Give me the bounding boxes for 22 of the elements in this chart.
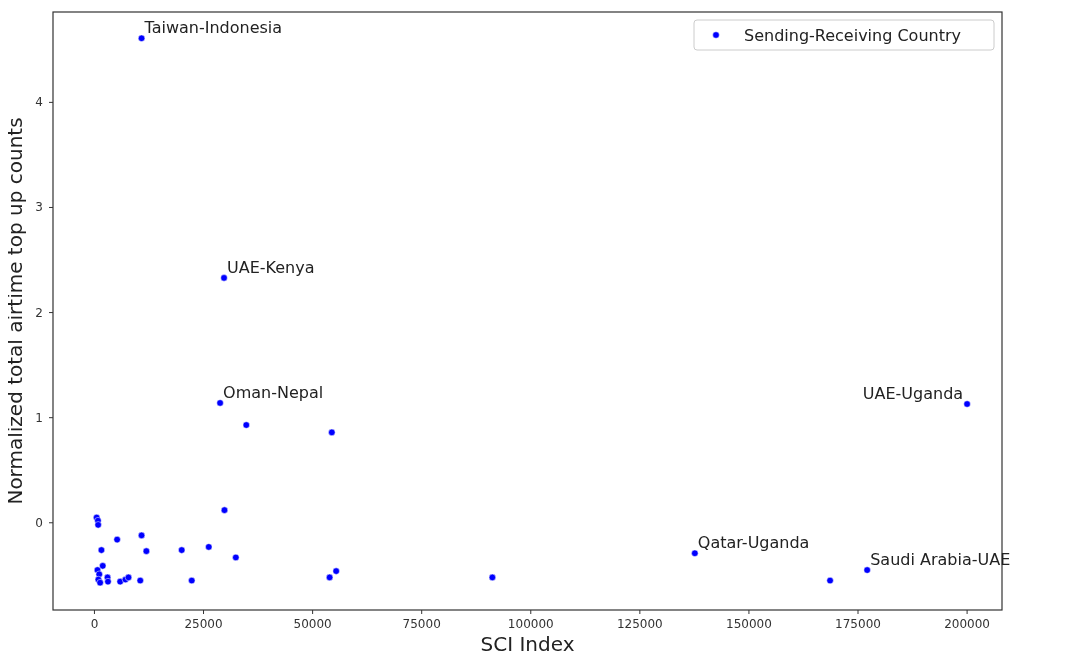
x-tick-label: 125000: [616, 617, 663, 631]
x-tick-label: 150000: [726, 617, 772, 631]
x-tick-label: 175000: [835, 617, 881, 631]
x-tick-label: 100000: [507, 617, 554, 631]
y-tick-label: 0: [35, 515, 43, 530]
x-tick-label: 25000: [184, 617, 223, 631]
annotation: Taiwan-Indonesia: [143, 18, 283, 38]
annotation: Saudi Arabia-UAE: [870, 550, 1011, 570]
y-tick-label: 4: [35, 95, 43, 110]
x-tick-label: 0: [90, 617, 99, 631]
x-tick-label: 50000: [293, 617, 332, 631]
annotation: Oman-Nepal: [223, 382, 324, 402]
annotation: Qatar-Uganda: [697, 533, 810, 553]
x-axis-title: SCI Index: [480, 632, 575, 656]
y-tick-label: 2: [35, 305, 43, 320]
legend-label: Sending-Receiving Country: [744, 26, 961, 45]
annotation: UAE-Uganda: [862, 384, 964, 404]
x-tick-label: 200000: [944, 617, 990, 631]
y-tick-label: 1: [35, 410, 43, 425]
x-tick-label: 75000: [402, 617, 441, 631]
y-tick-label: 3: [35, 200, 43, 215]
annotation: UAE-Kenya: [227, 257, 315, 277]
